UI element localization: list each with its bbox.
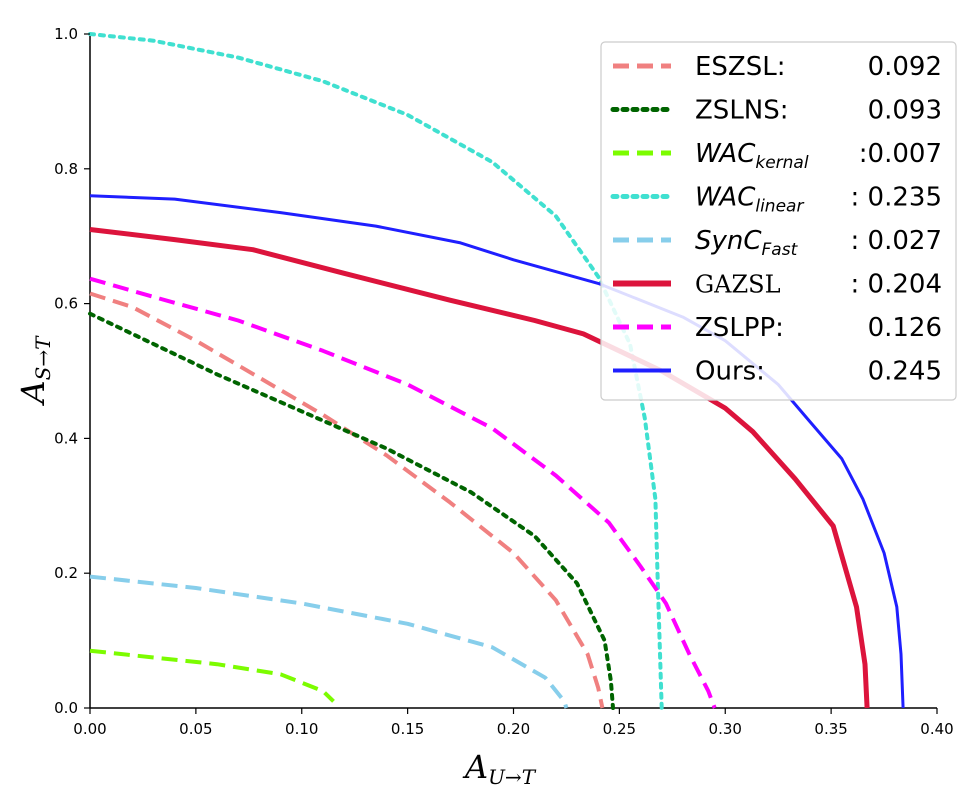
y-tick-label: 0.4	[54, 429, 78, 447]
y-tick-label: 0.2	[54, 564, 78, 582]
legend-label-wac_kernal: WACkernal	[695, 139, 809, 173]
y-axis-title: AS→T	[14, 335, 55, 407]
x-tick-label: 0.05	[179, 720, 212, 738]
legend-value-gazsl: : 0.204	[851, 270, 942, 300]
legend-label-zslns: ZSLNS:	[695, 96, 789, 126]
x-tick-label: 0.40	[920, 720, 953, 738]
y-tick-label: 0.0	[54, 699, 78, 717]
series-line-zslpp	[89, 276, 717, 709]
x-tick-label: 0.25	[603, 720, 636, 738]
y-tick-label: 1.0	[54, 25, 78, 43]
legend: ESZSL: 0.092 ZSLNS: 0.093 WACkernal :0.007 WAC…	[600, 41, 957, 401]
legend-label-wac_linear: WAClinear	[695, 183, 804, 217]
legend-label-sync_fast: SynCFast	[695, 226, 799, 260]
x-tick-label: 0.15	[391, 720, 424, 738]
series-line-zslns	[88, 311, 615, 710]
series-line-wac_kernal	[89, 648, 335, 703]
tick-labels: 0.00 0.05 0.10 0.15 0.20 0.25 0.30 0.35 0.40 0.0 0…	[54, 25, 954, 738]
x-tick-label: 0.20	[497, 720, 530, 738]
x-axis-title-main: A	[462, 748, 488, 786]
legend-value-wac_kernal: :0.007	[859, 139, 942, 169]
legend-value-sync_fast: : 0.027	[851, 226, 942, 256]
legend-label-ours: Ours:	[695, 357, 765, 387]
series-line-wac_linear	[88, 32, 664, 710]
y-axis-title-sub: S→T	[31, 335, 55, 380]
x-tick-label: 0.00	[73, 720, 106, 738]
x-axis-title: AU→T	[462, 748, 537, 787]
legend-label-gazsl: GAZSL	[695, 271, 781, 299]
series-line-sync_fast	[89, 574, 569, 709]
legend-box	[600, 41, 957, 401]
y-tick-label: 0.6	[54, 295, 78, 313]
legend-value-zslpp: 0.126	[868, 313, 942, 343]
legend-value-zslns: 0.093	[868, 96, 942, 126]
svg-text:AS→T: AS→T	[14, 335, 55, 407]
x-axis-title-sub: U→T	[488, 765, 537, 787]
y-axis-title-main: A	[14, 380, 52, 406]
x-tick-label: 0.10	[285, 720, 318, 738]
series-line-eszsl	[89, 291, 605, 709]
legend-label-zslpp: ZSLPP:	[695, 313, 784, 343]
legend-value-eszsl: 0.092	[868, 52, 942, 82]
y-tick-label: 0.8	[54, 160, 78, 178]
x-tick-label: 0.30	[709, 720, 742, 738]
legend-label-eszsl: ESZSL:	[695, 52, 786, 82]
legend-value-ours: 0.245	[868, 357, 942, 387]
svg-text:AU→T: AU→T	[462, 748, 537, 787]
legend-value-wac_linear: : 0.235	[851, 183, 942, 213]
x-tick-label: 0.35	[814, 720, 847, 738]
